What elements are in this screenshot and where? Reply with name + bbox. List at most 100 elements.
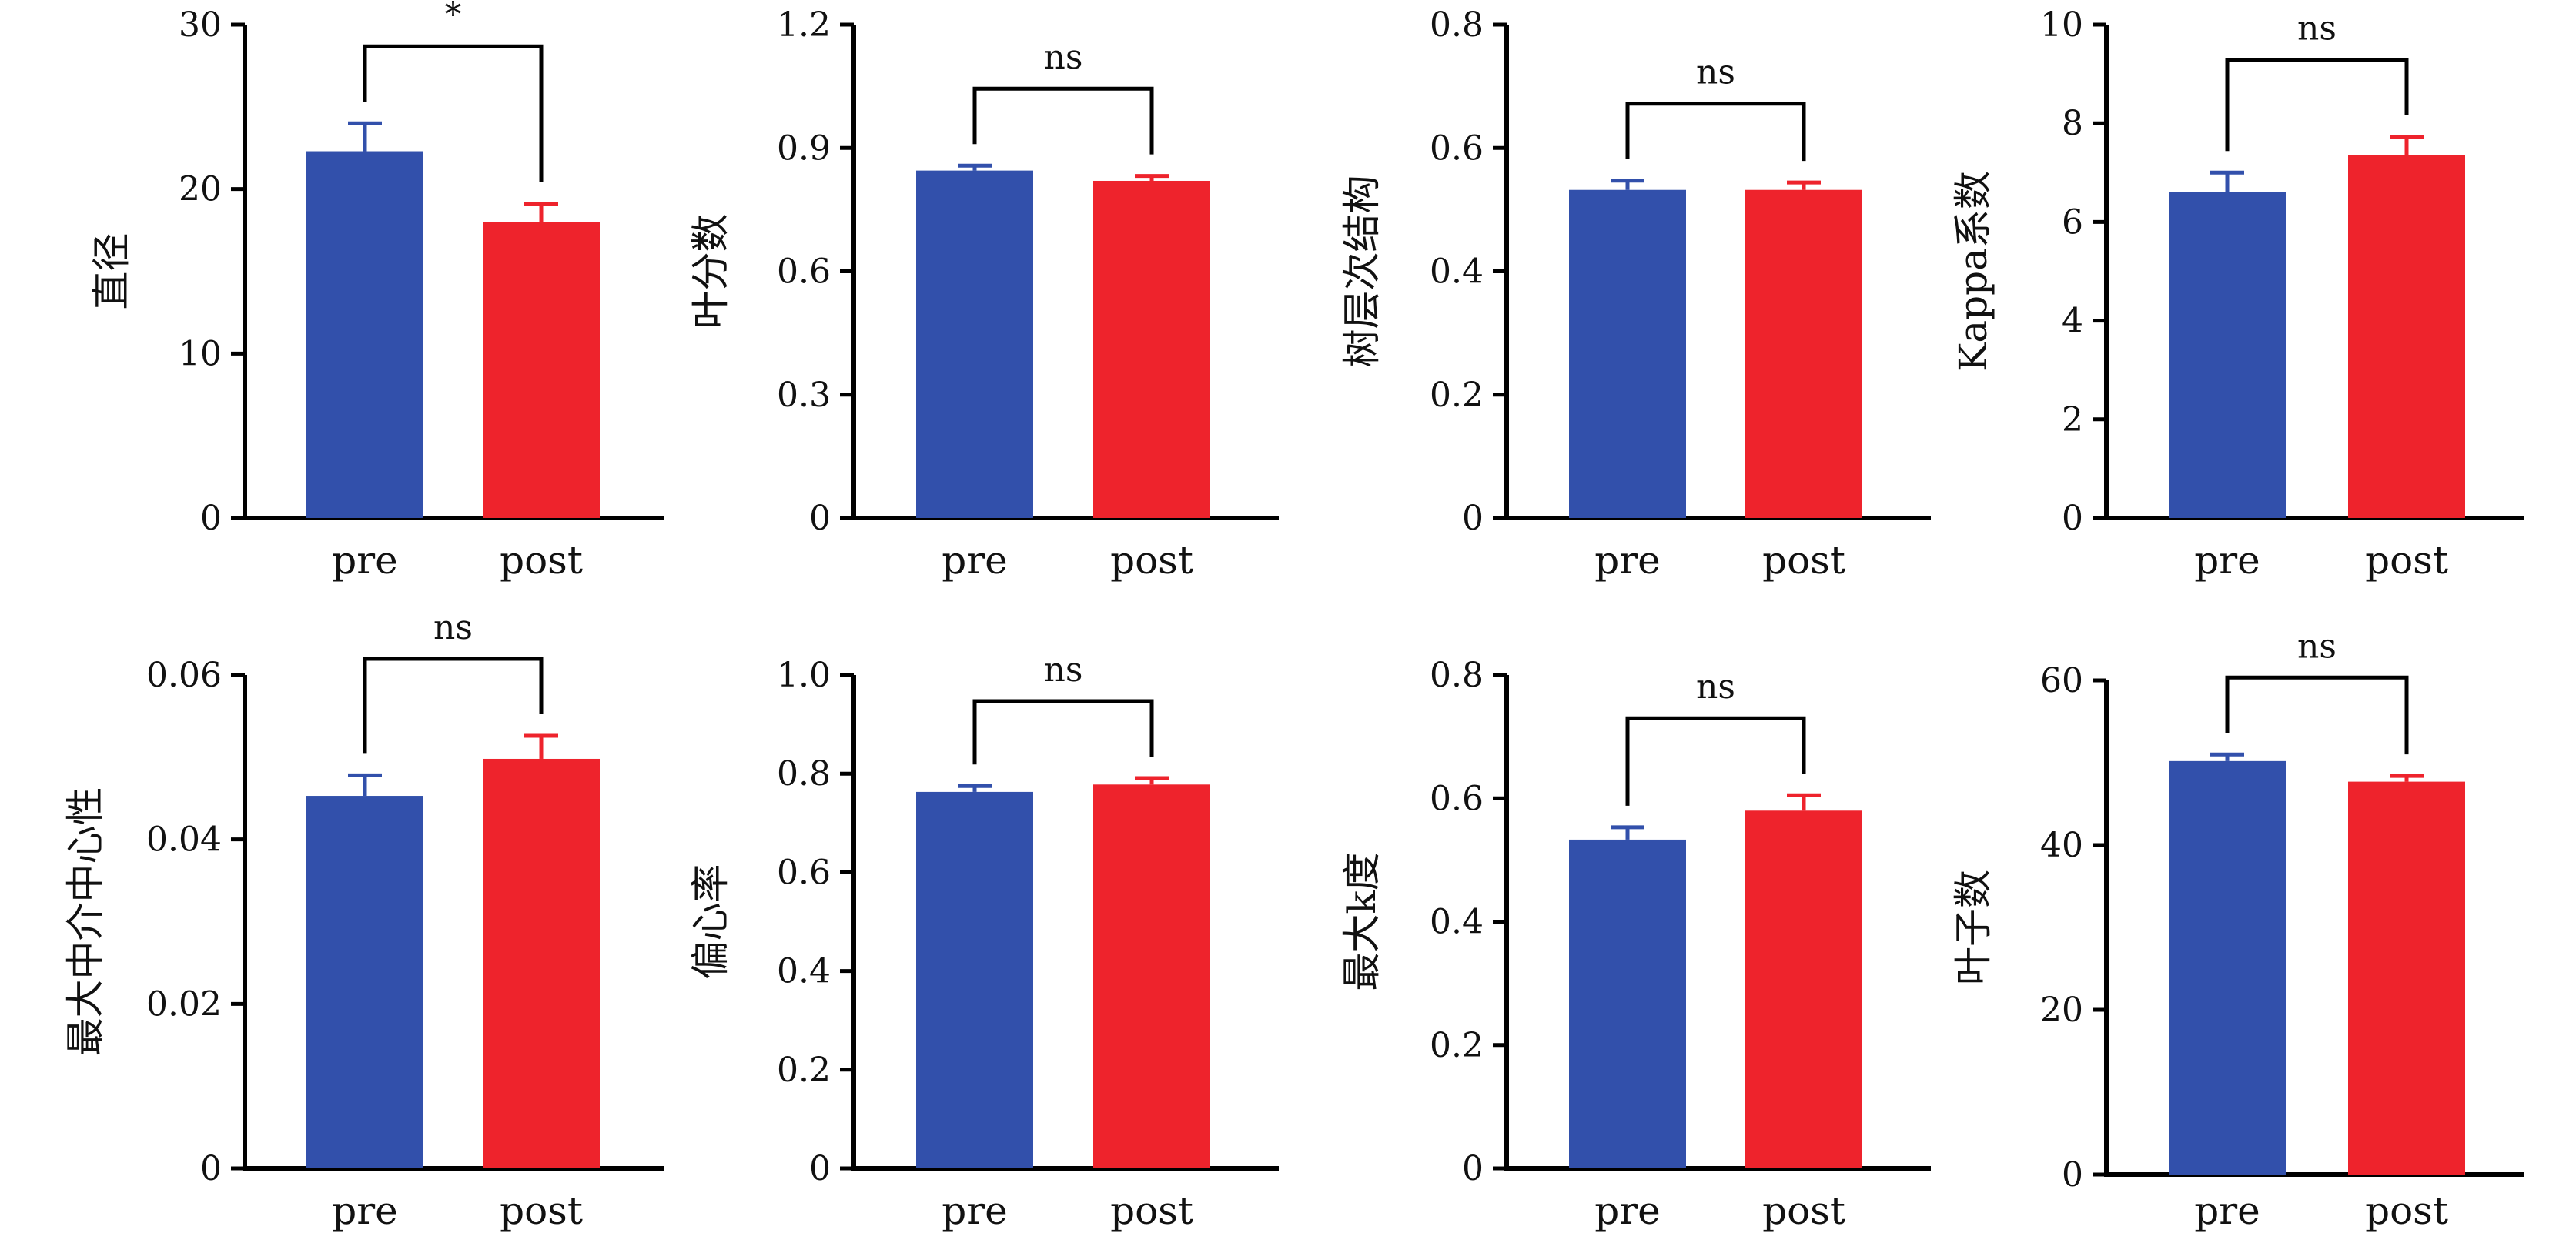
x-tick-label-post: post xyxy=(1762,1188,1845,1233)
x-tick-label-pre: pre xyxy=(942,1188,1008,1233)
significance-label: ns xyxy=(433,608,473,647)
bar-pre xyxy=(1569,189,1686,519)
y-tick-label: 6 xyxy=(2062,202,2083,242)
x-tick-label-pre: pre xyxy=(332,538,398,583)
bar-post xyxy=(2348,155,2465,519)
y-tick-label: 0.2 xyxy=(1430,1026,1484,1065)
significance-bracket xyxy=(1625,716,1806,806)
y-tick-label: 0.6 xyxy=(1430,129,1484,168)
y-tick-label: 0.4 xyxy=(1430,903,1484,942)
chart-panel-6: 0 0.2 0.4 0.6 0.8 1.0 偏心率 pre post ns xyxy=(688,650,1279,1233)
y-tick-label: 0.8 xyxy=(777,754,831,794)
significance-label: ns xyxy=(1044,38,1083,77)
bar-pre xyxy=(2169,760,2286,1175)
y-axis-title: 最大中介中心性 xyxy=(63,787,108,1057)
bar-post xyxy=(1745,189,1862,519)
y-axis-title: 直径 xyxy=(89,233,134,310)
y-tick-label: 20 xyxy=(179,170,222,209)
y-axis-title: 树层次结构 xyxy=(1340,175,1384,368)
y-tick-label: 0 xyxy=(2062,1155,2083,1195)
y-axis-title: 偏心率 xyxy=(688,864,733,980)
y-tick-label: 0 xyxy=(809,1149,831,1188)
y-tick-label: 60 xyxy=(2040,661,2083,700)
y-axis-title: 最大k度 xyxy=(1340,852,1384,991)
bar-post xyxy=(483,222,600,518)
bar-post xyxy=(1745,810,1862,1168)
y-tick-label: 0 xyxy=(2062,499,2083,538)
significance-bracket xyxy=(972,86,1154,155)
y-tick-label: 0.3 xyxy=(777,376,831,415)
y-tick-label: 40 xyxy=(2040,826,2083,865)
bar-post xyxy=(1093,784,1210,1168)
x-tick-label-pre: pre xyxy=(1594,538,1661,583)
chart-panel-2: 0 0.3 0.6 0.9 1.2 叶分数 pre post ns xyxy=(688,5,1279,583)
x-tick-label-post: post xyxy=(2365,538,2448,583)
significance-bracket xyxy=(363,657,544,754)
y-tick-label: 0.2 xyxy=(777,1051,831,1090)
x-tick-label-post: post xyxy=(500,1188,583,1233)
significance-bracket xyxy=(2225,675,2409,755)
chart-panel-1: 0 10 20 30 直径 pre post * xyxy=(89,0,664,583)
y-tick-label: 30 xyxy=(179,5,222,45)
y-tick-label: 0 xyxy=(809,499,831,538)
significance-label: ns xyxy=(2297,9,2337,48)
chart-panel-3: 0 0.2 0.4 0.6 0.8 树层次结构 pre post ns xyxy=(1340,5,1931,583)
x-tick-label-pre: pre xyxy=(1594,1188,1661,1233)
x-tick-label-pre: pre xyxy=(332,1188,398,1233)
significance-label: ns xyxy=(1044,650,1083,690)
y-tick-label: 0.8 xyxy=(1430,5,1484,45)
y-tick-label: 0 xyxy=(1462,499,1484,538)
chart-panel-8: 0 20 40 60 叶子数 pre post ns xyxy=(1951,627,2524,1233)
significance-bracket xyxy=(2225,58,2409,152)
y-tick-label: 0 xyxy=(200,499,222,538)
y-tick-label: 0.4 xyxy=(777,952,831,991)
x-tick-label-pre: pre xyxy=(2194,1188,2260,1233)
chart-panel-5: 0 0.02 0.04 0.06 最大中介中心性 pre post ns xyxy=(63,608,664,1233)
y-tick-label: 4 xyxy=(2062,302,2083,341)
chart-panel-4: 0 2 4 6 8 10 Kappa系数 pre post ns xyxy=(1951,5,2524,583)
y-tick-label: 0.4 xyxy=(1430,252,1484,292)
bar-pre xyxy=(916,170,1033,519)
chart-panel-7: 0 0.2 0.4 0.6 0.8 最大k度 pre post ns xyxy=(1340,656,1931,1233)
y-tick-label: 0.04 xyxy=(146,820,222,860)
y-tick-label: 0 xyxy=(200,1149,222,1188)
y-axis-title: Kappa系数 xyxy=(1951,171,1996,372)
y-tick-label: 2 xyxy=(2062,400,2083,439)
y-axis-title: 叶子数 xyxy=(1951,870,1996,985)
bar-pre xyxy=(306,796,423,1168)
y-tick-label: 0.8 xyxy=(1430,656,1484,695)
x-tick-label-post: post xyxy=(2365,1188,2448,1233)
bar-pre xyxy=(1569,839,1686,1168)
y-tick-label: 20 xyxy=(2040,991,2083,1030)
y-axis-title: 叶分数 xyxy=(688,214,733,329)
bar-pre xyxy=(306,151,423,519)
y-tick-label: 0.9 xyxy=(777,129,831,168)
significance-label: ns xyxy=(1696,667,1735,707)
x-tick-label-pre: pre xyxy=(2194,538,2260,583)
x-tick-label-post: post xyxy=(1110,538,1193,583)
bar-post xyxy=(483,758,600,1168)
significance-bracket xyxy=(363,44,544,182)
y-tick-label: 0 xyxy=(1462,1149,1484,1188)
bar-pre xyxy=(916,791,1033,1168)
y-tick-label: 0.6 xyxy=(777,853,831,892)
bar-pre xyxy=(2169,192,2286,518)
y-tick-label: 0.2 xyxy=(1430,376,1484,415)
y-tick-label: 8 xyxy=(2062,104,2083,143)
significance-label: ns xyxy=(2297,627,2337,666)
x-tick-label-post: post xyxy=(500,538,583,583)
bar-post xyxy=(2348,781,2465,1175)
x-tick-label-pre: pre xyxy=(942,538,1008,583)
x-tick-label-post: post xyxy=(1110,1188,1193,1233)
significance-label: * xyxy=(445,0,462,35)
y-tick-label: 0.6 xyxy=(777,252,831,292)
y-tick-label: 0.02 xyxy=(146,984,222,1024)
y-tick-label: 10 xyxy=(179,334,222,373)
y-tick-label: 1.2 xyxy=(777,5,831,45)
y-tick-label: 0.6 xyxy=(1430,779,1484,818)
significance-bracket xyxy=(1625,102,1806,162)
x-tick-label-post: post xyxy=(1762,538,1845,583)
significance-label: ns xyxy=(1696,53,1735,92)
y-tick-label: 1.0 xyxy=(777,656,831,695)
